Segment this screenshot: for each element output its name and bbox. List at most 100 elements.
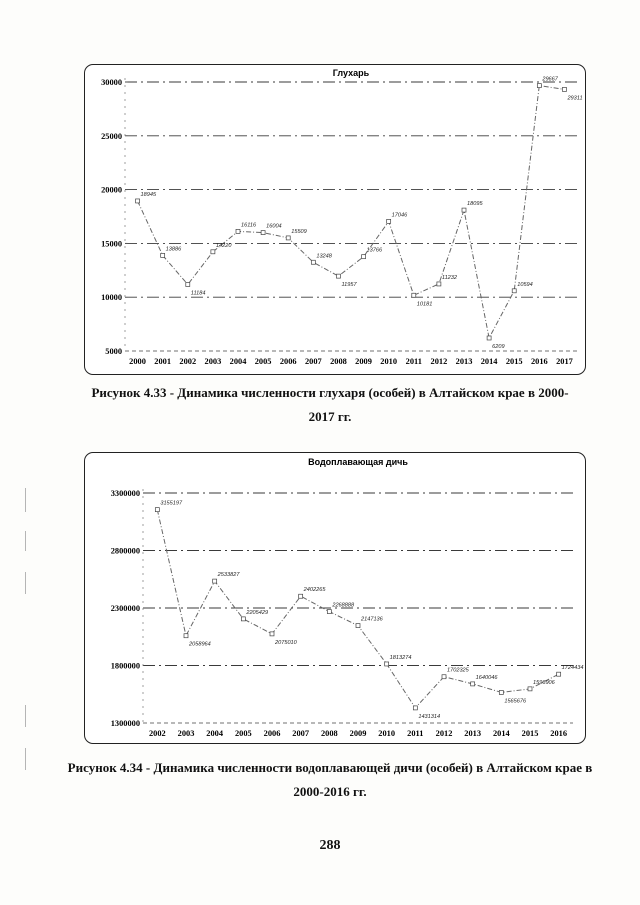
data-point xyxy=(285,235,291,241)
data-label: 1640046 xyxy=(476,675,499,681)
data-point xyxy=(240,616,246,622)
data-point xyxy=(461,207,467,213)
y-tick-label: 2800000 xyxy=(111,547,140,556)
data-point xyxy=(498,690,504,695)
data-point xyxy=(470,681,476,687)
data-label: 18945 xyxy=(141,192,157,198)
data-label: 13248 xyxy=(316,253,332,259)
x-tick-label: 2011 xyxy=(407,729,423,738)
data-point xyxy=(183,633,189,639)
data-point xyxy=(384,661,390,667)
data-point xyxy=(412,705,418,711)
data-label: 16116 xyxy=(241,222,257,228)
data-label: 11232 xyxy=(442,275,458,281)
scan-mark xyxy=(25,748,26,770)
series-line xyxy=(137,85,565,340)
scan-mark xyxy=(25,572,26,594)
data-label: 17046 xyxy=(392,212,408,218)
data-label: 3155197 xyxy=(160,501,183,507)
x-tick-label: 2007 xyxy=(292,729,309,738)
data-label: 1565676 xyxy=(504,698,527,704)
x-tick-label: 2014 xyxy=(481,357,499,366)
data-label: 1813274 xyxy=(390,655,412,661)
data-point xyxy=(310,259,316,265)
data-point xyxy=(436,281,442,287)
scan-mark xyxy=(25,488,26,512)
x-tick-label: 2016 xyxy=(550,729,567,738)
x-tick-label: 2012 xyxy=(431,357,448,366)
data-label: 2075010 xyxy=(274,640,298,646)
x-tick-label: 2003 xyxy=(205,357,222,366)
x-tick-label: 2006 xyxy=(280,357,297,366)
data-label: 2268888 xyxy=(331,603,355,609)
data-point xyxy=(154,507,160,513)
data-label: 16004 xyxy=(266,224,282,230)
data-point xyxy=(298,593,304,599)
x-tick-label: 2002 xyxy=(179,357,196,366)
data-point xyxy=(135,198,140,204)
x-tick-label: 2008 xyxy=(330,357,347,366)
x-tick-label: 2012 xyxy=(436,729,453,738)
data-point xyxy=(556,671,562,677)
data-point xyxy=(486,335,492,341)
data-label: 2058964 xyxy=(188,642,211,648)
data-label: 15509 xyxy=(291,229,307,235)
data-point xyxy=(441,674,447,680)
y-tick-label: 3300000 xyxy=(111,489,140,498)
y-tick-label: 15000 xyxy=(101,239,122,248)
data-point xyxy=(185,282,191,287)
x-tick-label: 2015 xyxy=(522,729,539,738)
caption-line: Рисунок 4.34 - Динамика численности водо… xyxy=(67,760,593,775)
chart-title: Водоплавающая дичь xyxy=(308,457,408,467)
x-tick-label: 2001 xyxy=(154,357,171,366)
x-tick-label: 2006 xyxy=(264,729,281,738)
y-tick-label: 30000 xyxy=(101,78,122,87)
data-point xyxy=(260,230,266,235)
data-label: 2402265 xyxy=(303,587,327,593)
data-point xyxy=(210,249,216,255)
y-tick-label: 2300000 xyxy=(111,604,140,613)
chart-capercaillie: Глухарь 5000 10000 15000 20000 25000 30000 2000… xyxy=(101,68,583,366)
data-label: 13886 xyxy=(166,246,182,252)
data-label: 1724434 xyxy=(562,665,584,671)
data-point xyxy=(361,254,366,260)
x-tick-label: 2016 xyxy=(531,357,548,366)
data-point xyxy=(411,292,417,298)
y-tick-label: 25000 xyxy=(101,132,122,141)
x-tick-label: 2000 xyxy=(129,357,146,366)
x-tick-label: 2003 xyxy=(178,729,195,738)
x-tick-label: 2009 xyxy=(355,357,372,366)
scan-mark xyxy=(25,531,26,551)
caption-line: 2000-2016 гг. xyxy=(293,784,367,799)
x-tick-label: 2014 xyxy=(493,729,511,738)
series-line xyxy=(156,509,559,709)
data-label: 18095 xyxy=(467,201,483,207)
data-label: 2147136 xyxy=(360,617,384,623)
data-label: 2205429 xyxy=(245,610,268,616)
data-point xyxy=(235,229,241,234)
x-tick-label: 2009 xyxy=(350,729,367,738)
x-tick-label: 2015 xyxy=(506,357,523,366)
x-tick-label: 2002 xyxy=(149,729,166,738)
y-tick-label: 1800000 xyxy=(111,662,140,671)
figure-caption-4-33: Рисунок 4.33 - Динамика численности глух… xyxy=(60,381,600,429)
data-point xyxy=(212,578,218,584)
data-label: 10181 xyxy=(417,301,433,307)
x-tick-label: 2008 xyxy=(321,729,338,738)
data-label: 14220 xyxy=(216,243,232,249)
figure-caption-4-34: Рисунок 4.34 - Динамика численности водо… xyxy=(60,756,600,804)
data-label: 11184 xyxy=(191,290,206,296)
data-point xyxy=(536,83,542,88)
data-label: 29667 xyxy=(541,77,558,83)
data-label: 2533827 xyxy=(217,572,241,578)
x-tick-label: 2013 xyxy=(464,729,481,738)
data-label: 29311 xyxy=(566,95,582,101)
data-point xyxy=(355,623,361,628)
data-label: 11957 xyxy=(341,282,357,288)
x-tick-label: 2011 xyxy=(406,357,422,366)
data-point xyxy=(511,288,517,294)
data-point xyxy=(336,273,341,279)
x-tick-label: 2010 xyxy=(380,357,397,366)
data-point xyxy=(326,609,332,614)
data-label: 10594 xyxy=(517,282,533,288)
